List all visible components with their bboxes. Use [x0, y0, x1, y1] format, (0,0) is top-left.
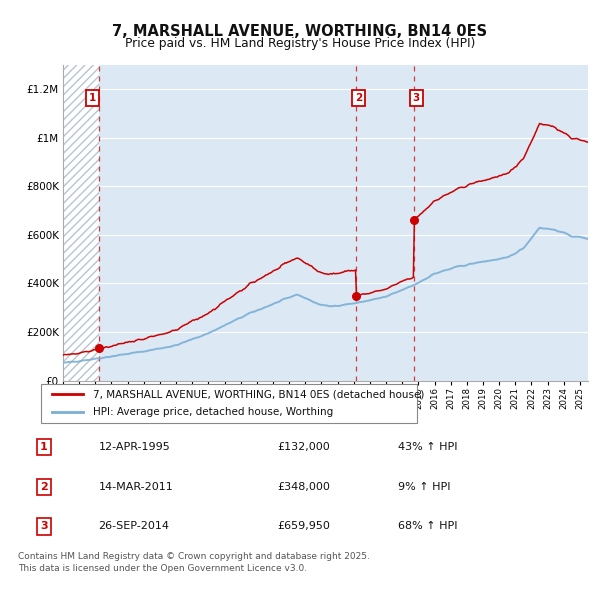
Text: 7, MARSHALL AVENUE, WORTHING, BN14 0ES (detached house): 7, MARSHALL AVENUE, WORTHING, BN14 0ES (… — [94, 389, 425, 399]
Text: 43% ↑ HPI: 43% ↑ HPI — [398, 442, 457, 452]
Text: 2: 2 — [40, 482, 47, 491]
Text: 26-SEP-2014: 26-SEP-2014 — [98, 522, 169, 532]
FancyBboxPatch shape — [41, 384, 417, 423]
Text: £348,000: £348,000 — [277, 482, 330, 491]
Text: 3: 3 — [412, 93, 420, 103]
Text: Price paid vs. HM Land Registry's House Price Index (HPI): Price paid vs. HM Land Registry's House … — [125, 37, 475, 50]
Text: £659,950: £659,950 — [277, 522, 330, 532]
Text: 9% ↑ HPI: 9% ↑ HPI — [398, 482, 451, 491]
Text: 68% ↑ HPI: 68% ↑ HPI — [398, 522, 457, 532]
Text: 7, MARSHALL AVENUE, WORTHING, BN14 0ES: 7, MARSHALL AVENUE, WORTHING, BN14 0ES — [112, 24, 488, 38]
Text: 3: 3 — [40, 522, 47, 532]
Text: 2: 2 — [355, 93, 362, 103]
Text: 1: 1 — [40, 442, 47, 452]
Text: 14-MAR-2011: 14-MAR-2011 — [98, 482, 173, 491]
Text: 12-APR-1995: 12-APR-1995 — [98, 442, 170, 452]
Text: £132,000: £132,000 — [277, 442, 330, 452]
Text: HPI: Average price, detached house, Worthing: HPI: Average price, detached house, Wort… — [94, 407, 334, 417]
Text: Contains HM Land Registry data © Crown copyright and database right 2025.
This d: Contains HM Land Registry data © Crown c… — [18, 552, 370, 573]
Text: 1: 1 — [89, 93, 97, 103]
